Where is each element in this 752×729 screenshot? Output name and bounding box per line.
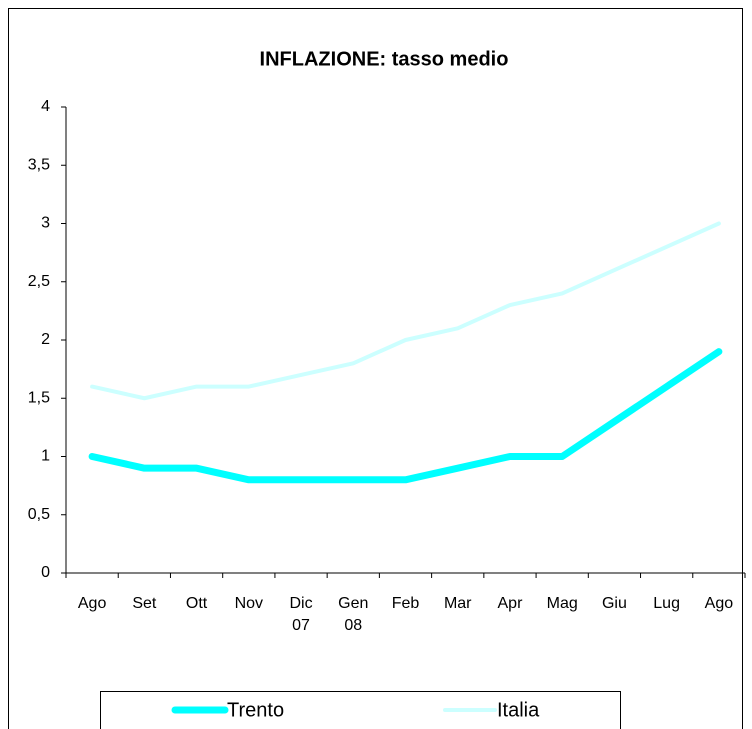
y-tick-label: 3 <box>41 215 50 232</box>
legend-label: Italia <box>497 699 540 721</box>
y-tick-label: 1,5 <box>28 389 50 406</box>
x-tick-label: Dic 07 <box>289 595 313 634</box>
x-tick-label: Ott <box>185 595 208 612</box>
y-tick-label: 1 <box>41 448 50 465</box>
x-tick-label: Mar <box>443 595 472 612</box>
x-tick-label: Lug <box>653 595 680 612</box>
y-tick-label: 2,5 <box>28 273 50 290</box>
chart-frame <box>8 8 743 729</box>
x-tick-label: Ago <box>704 595 734 612</box>
legend-label: Trento <box>227 699 284 721</box>
y-tick-label: 2 <box>41 331 50 348</box>
y-tick-label: 0,5 <box>28 506 50 523</box>
x-tick-label: Gen 08 <box>338 595 369 634</box>
x-tick-label: Giu <box>601 595 627 612</box>
y-tick-label: 0 <box>41 564 50 581</box>
line-series <box>88 348 723 484</box>
x-tick-label: Apr <box>497 595 523 612</box>
x-tick-label: Feb <box>391 595 420 612</box>
x-tick-label: Nov <box>234 595 264 612</box>
chart-title: INFLAZIONE: tasso medio <box>260 48 509 70</box>
y-tick-label: 3,5 <box>28 156 50 173</box>
y-tick-label: 4 <box>41 98 50 115</box>
x-tick-label: Mag <box>546 595 578 612</box>
x-tick-label: Ago <box>77 595 107 612</box>
line-series <box>90 221 721 401</box>
x-tick-label: Set <box>132 595 157 612</box>
